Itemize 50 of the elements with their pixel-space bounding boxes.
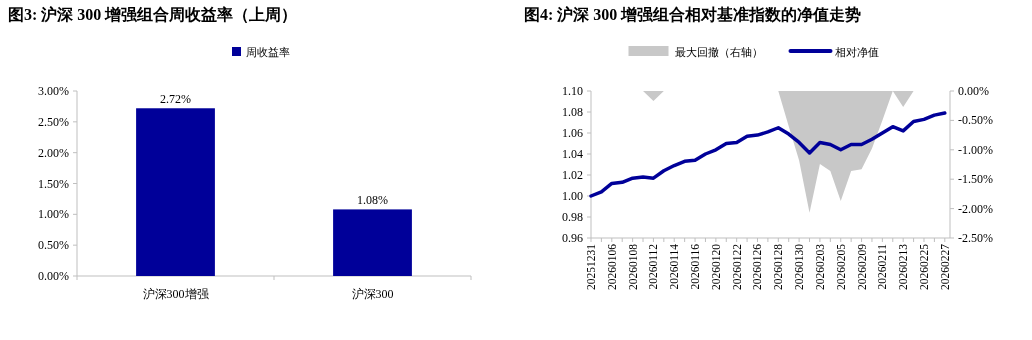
x-tick-label: 20260116	[689, 243, 702, 290]
y-tick-label: 2.50%	[38, 114, 69, 129]
y-tick-label: 1.00	[562, 189, 583, 203]
y-tick-label: 0.00%	[38, 269, 69, 283]
y-tick-label: 1.00%	[38, 207, 69, 222]
y2-tick-label: -2.50%	[958, 231, 993, 245]
legend-label: 周收益率	[246, 46, 290, 58]
y-tick-label: 1.08	[562, 105, 583, 119]
chart-title: 图4: 沪深 300 增强组合相对基准指数的净值走势	[524, 5, 862, 23]
y-tick-label: 1.02	[562, 168, 583, 182]
y-tick-label: 0.98	[562, 210, 583, 224]
x-tick-label: 沪深300增强	[142, 287, 209, 301]
legend-label: 最大回撤（右轴）	[674, 46, 763, 58]
y2-tick-label: -1.00%	[958, 142, 993, 157]
x-tick-label: 20260114	[668, 243, 681, 290]
x-tick-label: 20260211	[876, 243, 889, 290]
x-tick-label: 20260209	[855, 243, 868, 290]
data-label: 2.72%	[160, 92, 191, 107]
chart-title: 图3: 沪深 300 增强组合周收益率（上周）	[8, 5, 298, 24]
y2-tick-label: -1.50%	[958, 172, 993, 187]
x-tick-label: 20260213	[897, 243, 910, 290]
line-series	[589, 111, 947, 198]
x-tick-label: 20260227	[938, 243, 951, 290]
y-tick-label: 0.50%	[38, 238, 69, 253]
x-tick-label: 20260108	[626, 243, 639, 290]
y-tick-label: 0.96	[562, 231, 583, 245]
legend: 周收益率	[232, 46, 290, 58]
y-tick-label: 1.50%	[38, 176, 69, 191]
y2-tick-label: -0.50%	[958, 113, 993, 128]
y-tick-label: 1.04	[562, 147, 583, 161]
y-tick-label: 3.00%	[38, 84, 69, 98]
x-tick-label: 20260120	[709, 243, 722, 290]
data-label: 1.08%	[357, 193, 388, 208]
y-tick-label: 2.00%	[38, 145, 69, 160]
x-tick-label: 20260130	[793, 243, 806, 290]
x-tick-label: 20251231	[585, 243, 597, 290]
x-tick-label: 沪深300	[351, 287, 394, 301]
legend-label: 相对净值	[834, 46, 879, 58]
y-tick-label: 1.10	[562, 84, 583, 98]
x-tick-label: 20260205	[834, 243, 847, 290]
x-tick-label: 20260106	[605, 243, 618, 290]
x-tick-label: 20260203	[813, 243, 826, 290]
x-tick-label: 20260112	[647, 243, 660, 290]
x-tick-label: 20260225	[917, 243, 930, 290]
y-tick-label: 1.06	[562, 126, 583, 140]
x-tick-label: 20260128	[772, 243, 785, 290]
y2-tick-label: -2.00%	[958, 201, 993, 216]
x-tick-label: 20260126	[751, 243, 764, 290]
y2-tick-label: 0.00%	[958, 84, 989, 98]
x-tick-label: 20260122	[730, 243, 743, 290]
